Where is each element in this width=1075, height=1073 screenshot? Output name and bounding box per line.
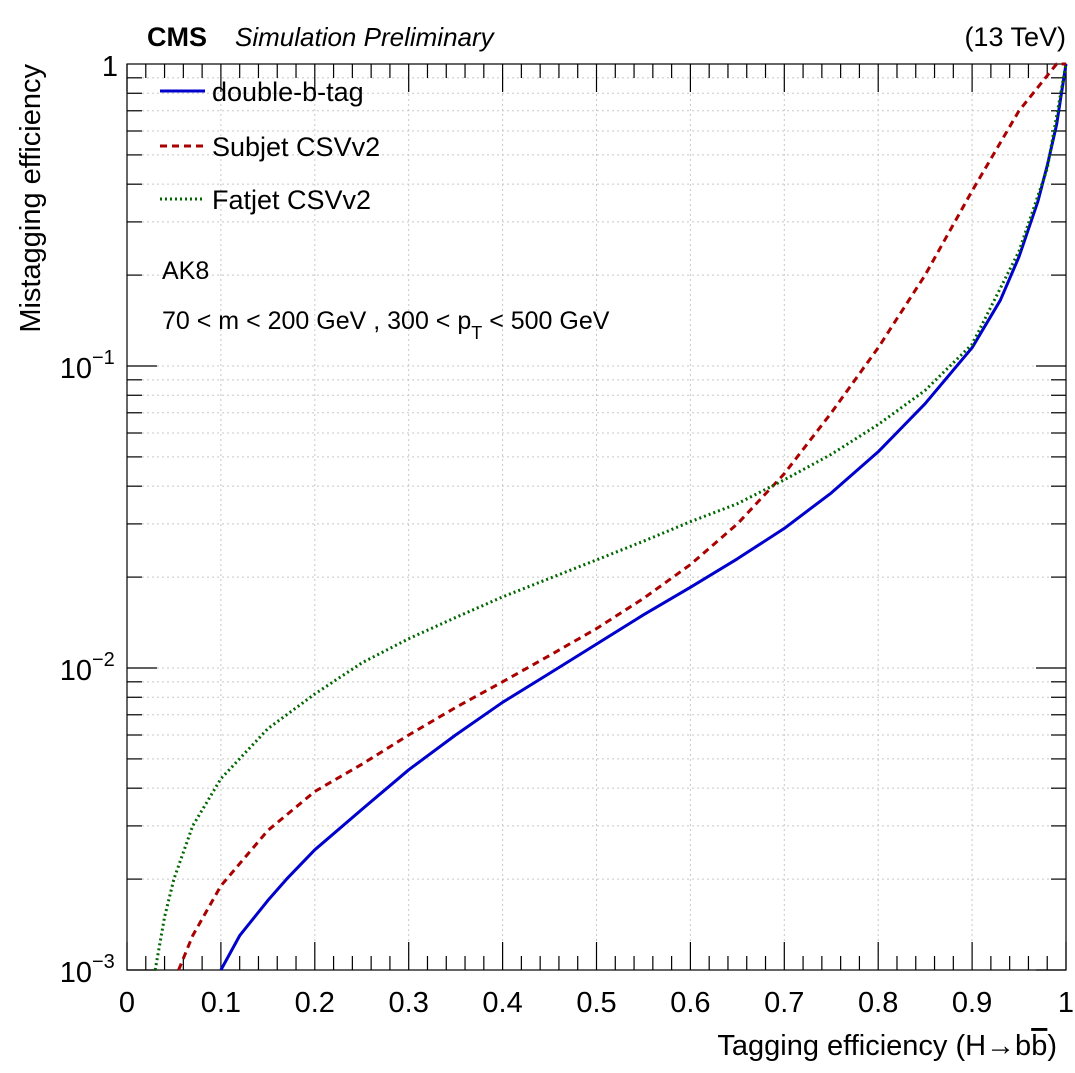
legend-label-subjet-csvv2: Subjet CSVv2 [212,132,380,162]
x-tick-label: 0.6 [670,987,710,1019]
y-tick-label: 1 [102,51,118,83]
series-line-fatjet-csvv2 [153,63,1068,971]
qualifier-label: Simulation Preliminary [235,22,496,52]
x-tick-label: 0.7 [764,987,804,1019]
x-axis-title-end: ) [1047,1030,1057,1062]
grid [127,64,1066,970]
y-axis-title: Mistagging efficiency [15,64,47,333]
energy-label: (13 TeV) [964,22,1066,52]
plot-frame [126,63,1067,971]
x-tick-label: 0.8 [858,987,898,1019]
legend: double-b-tag Subjet CSVv2 Fatjet CSVv2 [160,77,380,215]
x-tick-label: 0.1 [201,987,241,1019]
x-tick-label: 0.9 [952,987,992,1019]
x-axis-title-main: Tagging efficiency (H→b [717,1030,1031,1062]
y-tick-label-exponent: −1 [92,347,115,369]
cuts-subscript: T [471,323,482,343]
kinematic-cuts-annotation: 70 < m < 200 GeV , 300 < pT < 500 GeV [162,307,610,343]
x-axis-title: Tagging efficiency (H→bb) [717,1030,1057,1062]
y-tick-label: 10 [60,655,92,687]
y-tick-label: 10 [60,353,92,385]
x-tick-label: 0 [119,987,135,1019]
legend-label-fatjet-csvv2: Fatjet CSVv2 [212,185,371,215]
cuts-prefix: 70 < m < 200 GeV , 300 < p [162,307,471,335]
jet-type-annotation: AK8 [162,257,209,285]
x-tick-label: 0.5 [576,987,616,1019]
experiment-label: CMS [147,22,207,52]
cuts-suffix: < 500 GeV [482,307,609,335]
minor-ticks [126,64,1067,971]
x-tick-labels: 0 0.1 0.2 0.3 0.4 0.5 0.6 0.7 0.8 0.9 1 [119,987,1074,1019]
legend-label-double-b-tag: double-b-tag [212,77,364,107]
x-tick-label: 0.2 [295,987,335,1019]
y-tick-label-exponent: −3 [92,951,115,973]
x-tick-label: 0.3 [389,987,429,1019]
y-tick-label: 10 [60,957,92,989]
y-tick-labels: 110−110−210−3 [60,51,118,989]
series-line-subjet-csvv2 [177,62,1066,971]
x-tick-label: 1 [1058,987,1074,1019]
series-line-double-b-tag [219,63,1068,971]
y-tick-label-exponent: −2 [92,649,115,671]
x-tick-label: 0.4 [482,987,522,1019]
series-lines [153,62,1068,971]
x-axis-title-bbar: b [1031,1030,1047,1062]
